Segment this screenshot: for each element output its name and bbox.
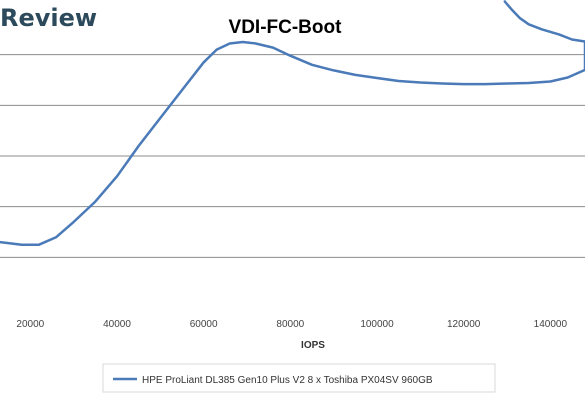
- watermark-logo: Review: [0, 4, 97, 32]
- x-tick-label: 100000: [360, 319, 394, 330]
- legend-box: [102, 363, 496, 393]
- y-gridlines: [0, 54, 585, 258]
- x-tick-label: 60000: [190, 319, 218, 330]
- series-line-1: [0, 0, 585, 246]
- x-axis-title: IOPS: [301, 340, 325, 351]
- x-tick-label: 40000: [103, 319, 131, 330]
- chart-title: VDI-FC-Boot: [229, 17, 343, 38]
- x-tick-label: 20000: [16, 319, 44, 330]
- series-layer: [0, 0, 585, 246]
- x-axis-ticks: 20000 40000 60000 80000 100000 120000 140000: [16, 319, 567, 330]
- x-tick-label: 80000: [276, 319, 304, 330]
- legend-series-label: HPE ProLiant DL385 Gen10 Plus V2 8 x Tos…: [142, 375, 433, 386]
- x-tick-label: 120000: [447, 319, 481, 330]
- x-tick-label: 140000: [534, 319, 568, 330]
